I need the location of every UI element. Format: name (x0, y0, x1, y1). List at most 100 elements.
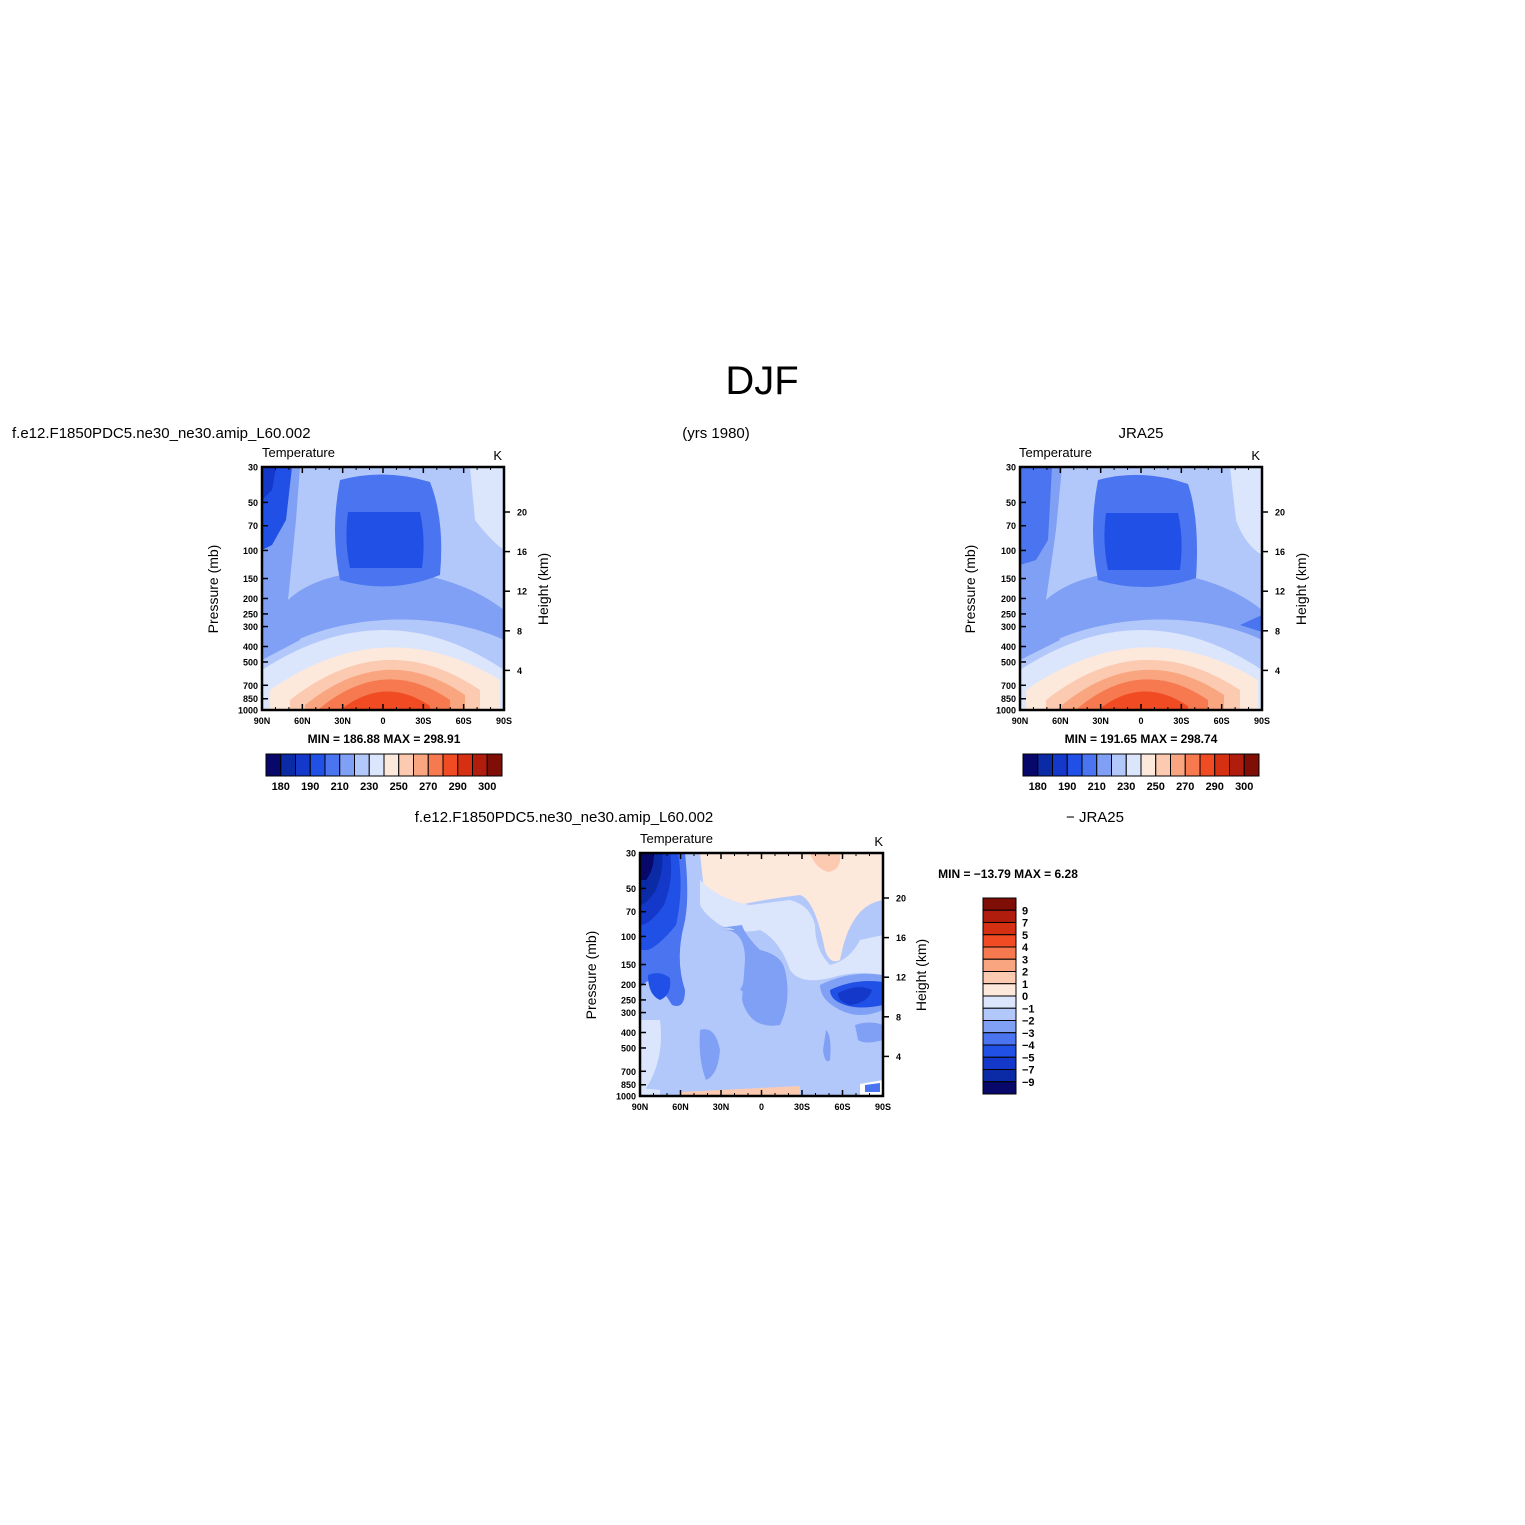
y-tick-label: 30 (626, 849, 636, 859)
y2-tick-label: 12 (1275, 587, 1285, 597)
y-tick-label: 400 (621, 1028, 636, 1038)
colorbar-label: 290 (1206, 781, 1224, 793)
y-tick-label: 850 (243, 694, 258, 704)
colorbar-label: 2 (1022, 967, 1028, 979)
x-tick-label: 30N (334, 716, 351, 726)
colorbar-label: −9 (1022, 1077, 1035, 1089)
y-tick-label: 70 (626, 907, 636, 917)
colorbar-label: −3 (1022, 1028, 1035, 1040)
y-tick-label: 850 (1001, 694, 1016, 704)
colorbar-label: −4 (1022, 1040, 1035, 1052)
y-tick-label: 200 (621, 980, 636, 990)
colorbar-swatch (1184, 753, 1201, 777)
y2-tick-label: 8 (1275, 626, 1280, 636)
colorbar-swatch (982, 1069, 1017, 1083)
panel-units: K (874, 834, 883, 849)
colorbar-swatch (309, 753, 326, 777)
colorbar-label: 270 (419, 781, 437, 793)
colorbar-swatch (265, 753, 282, 777)
x-tick-label: 90N (254, 716, 271, 726)
colorbar-label: 300 (478, 781, 496, 793)
colorbar: 180 190 210 230 250 270 290 300 (265, 753, 503, 793)
x-tick-label: 90S (496, 716, 512, 726)
x-tick-label: 0 (1138, 716, 1143, 726)
colorbar-label: −5 (1022, 1052, 1035, 1064)
y-tick-label: 700 (621, 1067, 636, 1077)
colorbar-swatch (982, 946, 1017, 960)
colorbar-swatch (383, 753, 400, 777)
colorbar-label: 3 (1022, 954, 1028, 966)
colorbar-swatch (982, 922, 1017, 936)
colorbar-label: 230 (360, 781, 378, 793)
figure-title: DJF (725, 359, 798, 403)
x-tick-label: 60N (294, 716, 311, 726)
x-tick-label: 0 (759, 1102, 764, 1112)
colorbar-label: 4 (1022, 942, 1029, 954)
y-tick-label: 250 (1001, 609, 1016, 619)
panel-title: Temperature (262, 445, 335, 460)
y2-tick-label: 20 (1275, 508, 1285, 518)
y-tick-label: 200 (1001, 594, 1016, 604)
colorbar-label: 300 (1235, 781, 1253, 793)
y-tick-label: 100 (1001, 546, 1016, 556)
y2-tick-label: 4 (517, 666, 522, 676)
y-tick-label: 500 (1001, 657, 1016, 667)
colorbar-swatch (982, 1044, 1017, 1058)
y-tick-label: 50 (1006, 498, 1016, 508)
colorbar-swatch (1052, 753, 1068, 777)
colorbar-label: 210 (1088, 781, 1106, 793)
axes: 90N 60N 30N 0 30S 60S 90S 30 50 70 100 150 200 250 300… (996, 463, 1285, 727)
y2-tick-label: 8 (896, 1012, 901, 1022)
colorbar-label: 190 (1058, 781, 1076, 793)
colorbar-swatch (354, 753, 370, 777)
x-tick-label: 60N (1052, 716, 1069, 726)
colorbar-swatch (982, 909, 1017, 923)
colorbar-swatch (1155, 753, 1171, 777)
y-tick-label: 100 (621, 932, 636, 942)
y-axis-label: Pressure (mb) (583, 931, 599, 1020)
y-tick-label: 250 (621, 995, 636, 1005)
y-tick-label: 400 (1001, 642, 1016, 652)
y-tick-label: 300 (243, 622, 258, 632)
colorbar-swatch (1140, 753, 1157, 777)
y-tick-label: 850 (621, 1080, 636, 1090)
colorbar-swatch (398, 753, 414, 777)
y2-tick-label: 20 (517, 508, 527, 518)
y-tick-label: 30 (1006, 463, 1016, 473)
colorbar-label: −1 (1022, 1003, 1035, 1015)
y-tick-label: 150 (621, 960, 636, 970)
panel-obs: Temperature K 90N 60N 30N 0 30S 60S 90S 30 50 70 1… (962, 445, 1309, 793)
colorbar-swatch (1214, 753, 1230, 777)
panel-model: Temperature K 90N 60N 30N 0 30S 60S 90S 30 50 70 1… (205, 445, 551, 793)
y-tick-label: 300 (621, 1008, 636, 1018)
y-axis-label: Pressure (mb) (205, 545, 221, 634)
y-tick-label: 1000 (996, 706, 1016, 716)
y2-tick-label: 12 (896, 973, 906, 983)
y-tick-label: 700 (1001, 681, 1016, 691)
colorbar-swatch (1066, 753, 1083, 777)
y2-tick-label: 16 (896, 933, 906, 943)
center-header: (yrs 1980) (682, 425, 750, 442)
y2-tick-label: 16 (517, 547, 527, 557)
y-tick-label: 200 (243, 594, 258, 604)
colorbar-swatch (442, 753, 459, 777)
colorbar-swatch (1096, 753, 1112, 777)
y-tick-label: 400 (243, 642, 258, 652)
colorbar-swatch (339, 753, 355, 777)
colorbar-swatch (982, 1056, 1017, 1070)
contour-field (1020, 467, 1262, 710)
colorbar-swatch (295, 753, 311, 777)
colorbar-swatch (427, 753, 444, 777)
x-tick-label: 90N (632, 1102, 649, 1112)
y-tick-label: 50 (626, 884, 636, 894)
y2-axis-label: Height (km) (913, 939, 929, 1011)
axes: 90N 60N 30N 0 30S 60S 90S 30 50 70 100 150 200 250 300… (616, 849, 906, 1113)
x-tick-label: 90S (875, 1102, 891, 1112)
x-tick-label: 60S (456, 716, 472, 726)
colorbar-label: 180 (272, 781, 290, 793)
y-tick-label: 150 (243, 574, 258, 584)
colorbar-swatch (1111, 753, 1127, 777)
y-tick-label: 300 (1001, 622, 1016, 632)
y2-tick-label: 4 (1275, 666, 1280, 676)
colorbar-label: 270 (1176, 781, 1194, 793)
